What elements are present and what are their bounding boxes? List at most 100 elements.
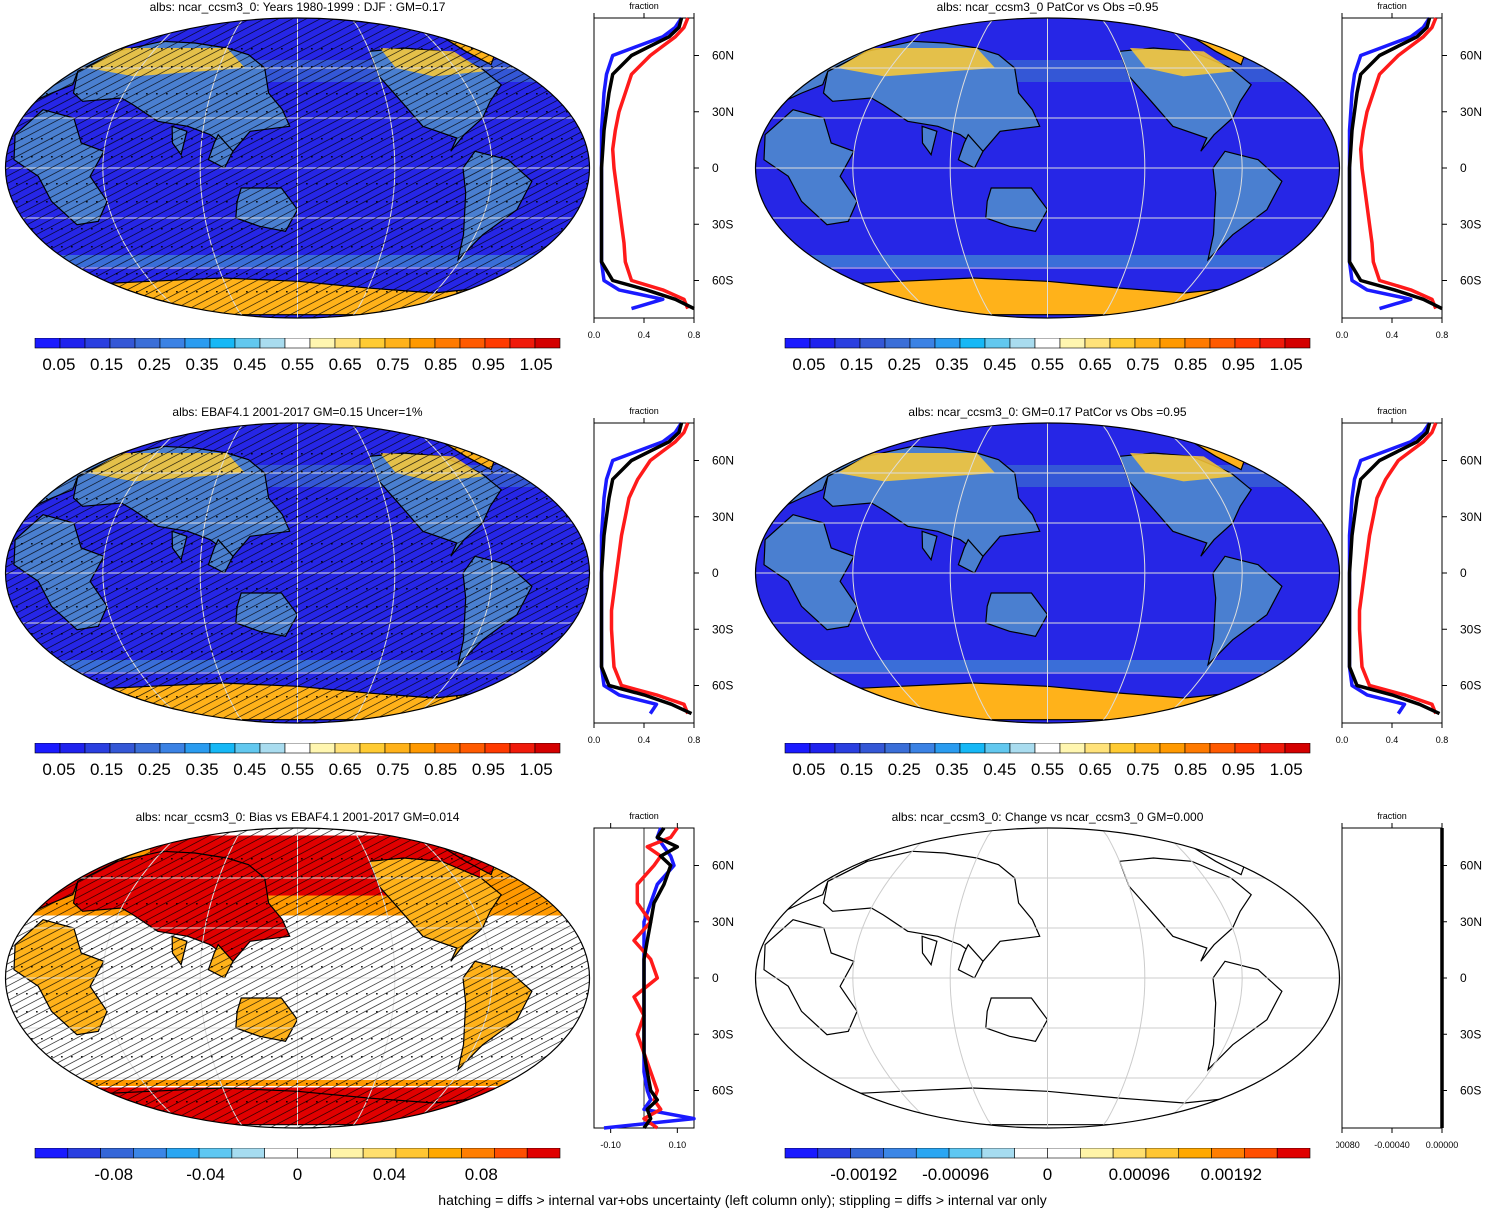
colorbar-box (264, 1148, 298, 1159)
colorbar-box (834, 743, 861, 754)
colorbar-box (362, 1148, 397, 1159)
zonal-profile: fraction 60N 30N 0 30S 60S -0.00080 -0.00040 0.0… (1336, 811, 1482, 1150)
profile-axis-title: fraction (1377, 811, 1407, 821)
colorbar-tick-label: 0.55 (281, 760, 314, 779)
colorbar-box (850, 1148, 884, 1159)
colorbar-box (859, 338, 886, 349)
colorbar-box (484, 338, 511, 349)
continent-seasia (207, 943, 234, 979)
colorbar-box (984, 338, 1011, 349)
colorbar-tick-label: 0.25 (888, 355, 921, 374)
colorbar-box (1059, 743, 1086, 754)
profile-series-line (599, 17, 695, 311)
colorbar-box (134, 338, 161, 349)
zonal-profile: fraction 60N 30N 0 30S 60S -0.10 0.10 (593, 811, 734, 1150)
colorbar-box (784, 1148, 819, 1159)
colorbar-tick-label: 0.55 (281, 355, 314, 374)
profile-lat-label: 60N (712, 454, 734, 468)
colorbar-box (509, 338, 536, 349)
continent-india (921, 530, 938, 562)
map-panel (4, 17, 591, 319)
profile-lat-label: 30N (712, 915, 734, 929)
profile-x-tick-label: 0.4 (1386, 735, 1399, 745)
colorbar-box (284, 338, 311, 349)
profile-frame (1341, 17, 1443, 319)
colorbar-box (1059, 338, 1086, 349)
profile-lat-label: 30N (1460, 510, 1482, 524)
panel-title: albs: EBAF4.1 2001-2017 GM=0.15 Uncer=1% (172, 405, 423, 419)
continent-india (171, 530, 188, 562)
colorbar-box (461, 1148, 495, 1159)
colorbar-tick-label: 0.85 (1174, 760, 1207, 779)
map-panel (754, 827, 1341, 1129)
profile-series-line (1357, 422, 1438, 715)
panel-title: albs: ncar_ccsm3_0: GM=0.17 PatCor vs Ob… (908, 405, 1187, 419)
profile-lat-label: 60S (712, 679, 733, 693)
colorbar-box (165, 1148, 200, 1159)
colorbar-box (1084, 338, 1111, 349)
continent-asia (822, 850, 1041, 963)
profile-lat-label: 0 (712, 566, 719, 580)
profile-axis-title: fraction (629, 406, 659, 416)
colorbar-tick-label: -0.04 (186, 1165, 225, 1184)
colorbar-tick-label: 0.75 (376, 760, 409, 779)
continent-seasia (957, 133, 984, 169)
profile-series-line (609, 422, 690, 715)
colorbar-tick-label: 0.65 (1079, 355, 1112, 374)
colorbar-box (509, 743, 536, 754)
colorbar-tick-label: 0.65 (329, 355, 362, 374)
colorbar-box (1178, 1148, 1212, 1159)
colorbar-box (334, 338, 361, 349)
profile-series-line (599, 422, 693, 716)
profile-x-tick-label: 0.8 (1436, 330, 1449, 340)
colorbar-box (231, 1148, 265, 1159)
profile-x-tick-label: 0.4 (1386, 330, 1399, 340)
profile-x-tick-label: 0.8 (688, 330, 701, 340)
colorbar: 0.05 0.15 0.25 0.35 0.45 0.55 0.65 0.75 0.85 0.95… (34, 338, 561, 374)
map-border (4, 827, 591, 1129)
colorbar-box (984, 743, 1011, 754)
colorbar-box (1284, 338, 1311, 349)
colorbar-box (1047, 1148, 1081, 1159)
colorbar-box (67, 1148, 101, 1159)
colorbar-box (1145, 1148, 1180, 1159)
colorbar-tick-label: 0.35 (935, 760, 968, 779)
colorbar-tick-label: -0.08 (94, 1165, 133, 1184)
profile-x-tick-label: 0.0 (1336, 735, 1348, 745)
map-border (4, 17, 591, 319)
profile-series-line (1347, 422, 1441, 716)
colorbar-box (109, 743, 136, 754)
zonal-profile: fraction 60N 30N 0 30S 60S 0.0 0.4 0.8 (1336, 406, 1482, 745)
colorbar-tick-label: 0.45 (983, 355, 1016, 374)
profile-lat-label: 0 (712, 971, 719, 985)
colorbar-box (1112, 1148, 1147, 1159)
colorbar-box (133, 1148, 167, 1159)
profile-lat-label: 60N (1460, 49, 1482, 63)
colorbar-box (334, 743, 361, 754)
profile-lat-label: 30S (1460, 622, 1481, 636)
colorbar-tick-label: 0.65 (329, 760, 362, 779)
colorbar-tick-label: 0.05 (42, 760, 75, 779)
continent-australia (985, 997, 1049, 1042)
profile-lat-label: 60S (1460, 274, 1481, 288)
colorbar-box (297, 1148, 331, 1159)
colorbar-box (1184, 338, 1211, 349)
colorbar-tick-label: 0.15 (90, 355, 123, 374)
colorbar-tick-label: 1.05 (1270, 355, 1303, 374)
profile-lat-label: 30S (712, 622, 733, 636)
colorbar-tick-label: 0.95 (1222, 760, 1255, 779)
profile-lat-label: 30N (712, 105, 734, 119)
colorbar-box (384, 338, 411, 349)
colorbar-box (198, 1148, 233, 1159)
colorbar-tick-label: 0.15 (840, 760, 873, 779)
continent-india (921, 935, 938, 967)
profile-series-line (642, 826, 680, 1130)
colorbar-box (34, 743, 61, 754)
continent-australia (985, 592, 1049, 637)
profile-axis-title: fraction (1377, 1, 1407, 11)
colorbar-box (909, 743, 936, 754)
colorbar-box (1109, 338, 1136, 349)
zonal-profile: fraction 60N 30N 0 30S 60S 0.0 0.4 0.8 (588, 406, 734, 745)
colorbar-tick-label: 0.45 (233, 355, 266, 374)
colorbar-box (1009, 338, 1036, 349)
